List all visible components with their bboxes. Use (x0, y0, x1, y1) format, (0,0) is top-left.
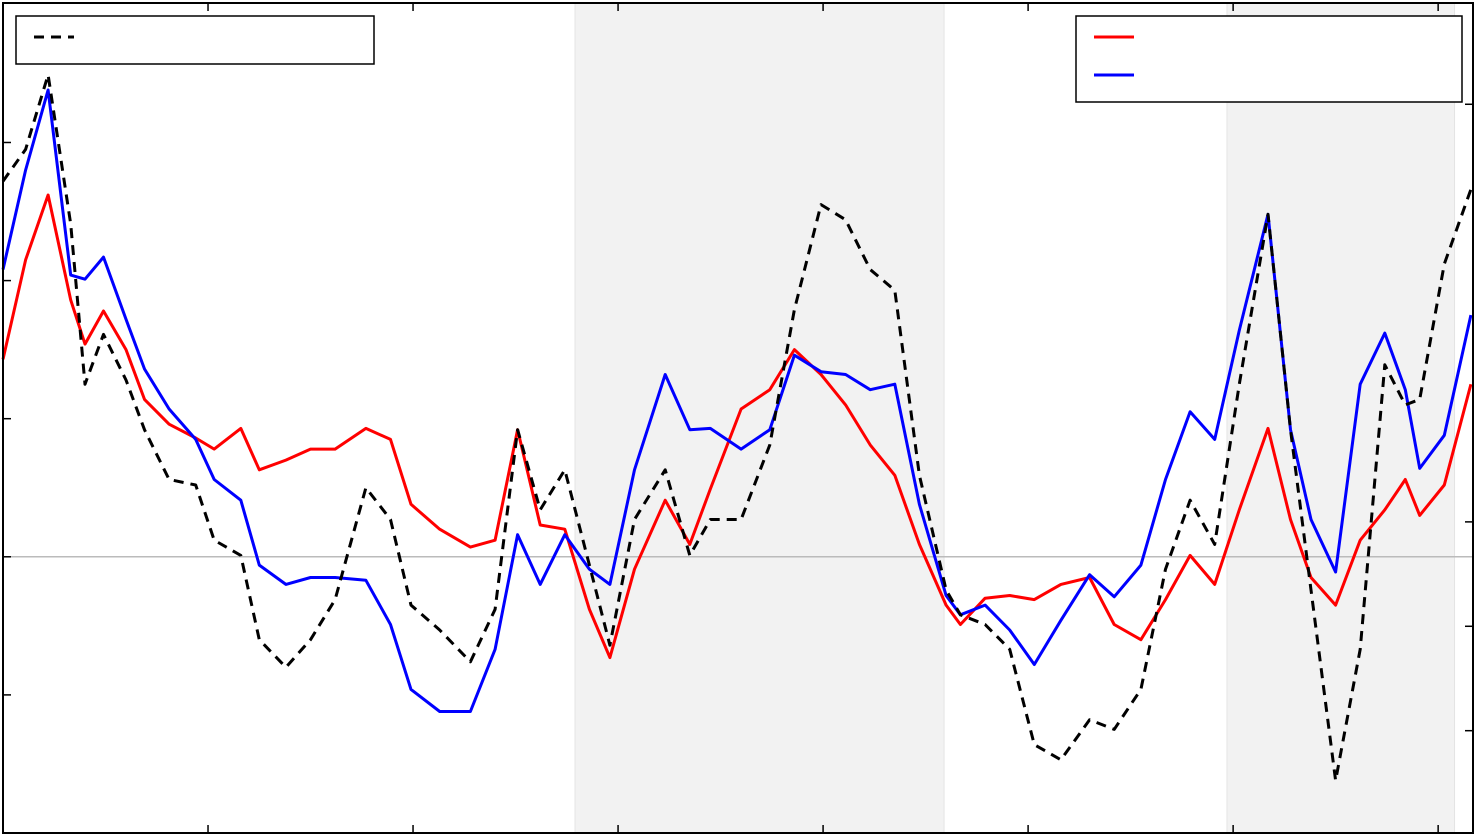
data-line (1, 88, 1473, 713)
data-line (1, 193, 1473, 660)
shaded-span (574, 2, 945, 834)
data-line (1, 73, 1473, 782)
legend (15, 15, 375, 65)
shaded-span (1226, 2, 1456, 834)
legend-box (15, 15, 375, 65)
legend-box (1075, 15, 1463, 103)
legend (1075, 15, 1463, 103)
